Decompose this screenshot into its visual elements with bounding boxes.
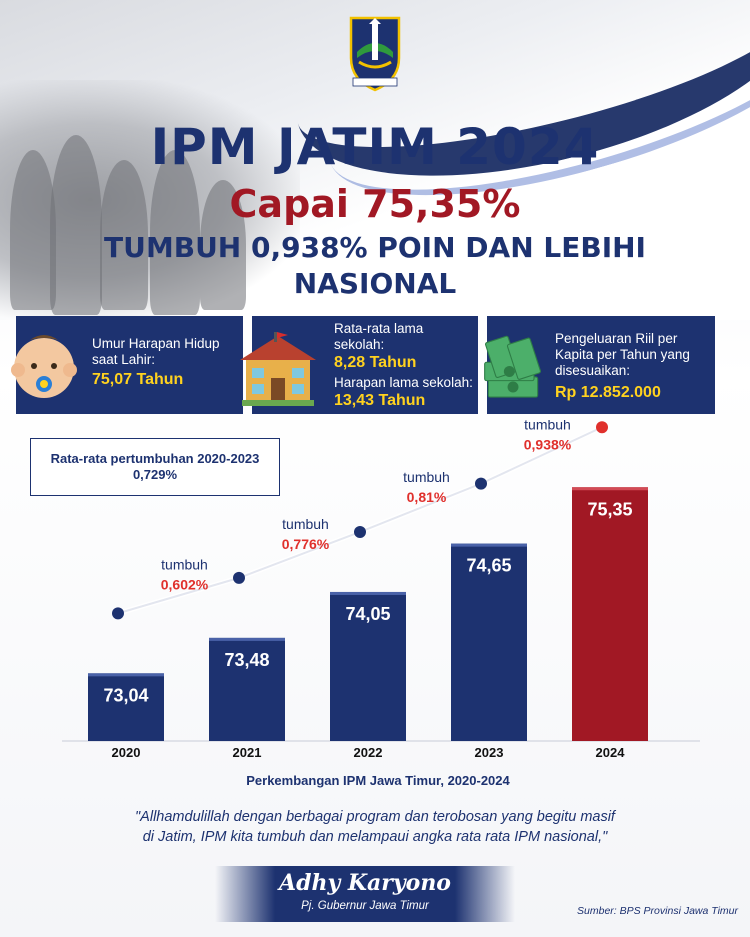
- x-tick-label-2022: 2022: [354, 745, 383, 760]
- trend-point-2022: [354, 525, 366, 538]
- ipm-bar-chart: 73,04 2020 73,48 2021 74,05 2022 74,65 2023 75,3…: [62, 420, 700, 788]
- signature-banner: [215, 866, 515, 922]
- expected-schooling-value: 13,43 Tahun: [334, 392, 426, 409]
- x-tick-label-2020: 2020: [112, 745, 141, 760]
- growth-label-2022: tumbuh: [282, 516, 329, 532]
- crowd-figure: [200, 180, 246, 310]
- life-expectancy-value: 75,07 Tahun: [92, 371, 184, 388]
- info-card-life-expectancy: Umur Harapan Hidup saat Lahir: 75,07 Tah…: [11, 316, 243, 414]
- bar-value-label-2022: 74,05: [345, 604, 390, 624]
- x-axis-caption: Perkembangan IPM Jawa Timur, 2020-2024: [246, 773, 510, 788]
- average-growth-label: Rata-rata pertumbuhan 2020-2023: [50, 451, 260, 466]
- x-tick-label-2024: 2024: [596, 745, 626, 760]
- quote-line-2: di Jatim, IPM kita tumbuh dan melampaui …: [142, 829, 608, 845]
- avg-schooling-label: Rata-rata lama sekolah:: [334, 321, 424, 352]
- bar-cap-2024: [572, 487, 648, 491]
- bar-cap-2020: [88, 673, 164, 677]
- crowd-figure: [50, 135, 102, 315]
- growth-value-2023: 0,81%: [407, 489, 447, 505]
- bar-cap-2021: [209, 637, 285, 641]
- bar-2021: [209, 637, 285, 741]
- signature-name: Adhy Karyono: [279, 870, 451, 896]
- signature-role: Pj. Gubernur Jawa Timur: [301, 900, 429, 912]
- bar-2024: [572, 487, 648, 741]
- expenditure-value: Rp 12.852.000: [555, 384, 661, 401]
- growth-value-2021: 0,602%: [161, 577, 209, 593]
- jatim-coat-of-arms-icon: [349, 16, 401, 92]
- average-growth-value: 0,729%: [132, 467, 178, 482]
- growth-label-2021: tumbuh: [161, 557, 208, 573]
- growth-label-2023: tumbuh: [403, 469, 450, 485]
- crowd-figure: [100, 160, 148, 310]
- x-tick-label-2023: 2023: [475, 745, 504, 760]
- bar-2022: [330, 591, 406, 741]
- avg-schooling-value: 8,28 Tahun: [334, 354, 417, 371]
- bar-value-label-2024: 75,35: [587, 499, 632, 519]
- money-stack-icon: [484, 335, 541, 398]
- source-note: Sumber: BPS Provinsi Jawa Timur: [577, 905, 738, 917]
- crowd-figure: [150, 150, 200, 315]
- growth-label-2024: tumbuh: [524, 420, 571, 432]
- trend-point-2023: [475, 477, 487, 490]
- trend-point-2020: [112, 607, 124, 620]
- bar-cap-2022: [330, 591, 406, 595]
- x-tick-label-2021: 2021: [233, 745, 262, 760]
- bar-2020: [88, 673, 164, 741]
- growth-value-2022: 0,776%: [282, 536, 330, 552]
- info-card-expenditure: Pengeluaran Riil per Kapita per Tahun ya…: [484, 316, 715, 414]
- headline-title: IPM JATIM 2024: [150, 118, 600, 176]
- expected-schooling-label: Harapan lama sekolah:: [334, 375, 473, 390]
- governor-quote: "Allhamdulillah dengan berbagai program …: [30, 807, 720, 847]
- bar-value-label-2023: 74,65: [466, 556, 511, 576]
- expenditure-label: Pengeluaran Riil per Kapita per Tahun ya…: [555, 331, 690, 378]
- average-growth-box: Rata-rata pertumbuhan 2020-2023 0,729%: [30, 438, 280, 496]
- crowd-figure: [10, 150, 56, 310]
- bar-value-label-2020: 73,04: [103, 685, 148, 705]
- info-card-schooling: Rata-rata lama sekolah: 8,28 Tahun Harap…: [240, 316, 478, 414]
- baby-face-icon: [11, 335, 77, 398]
- bar-cap-2023: [451, 543, 527, 547]
- bar-2023: [451, 543, 527, 741]
- growth-value-2024: 0,938%: [524, 436, 572, 452]
- headline-subtitle: Capai 75,35%: [229, 182, 521, 226]
- trend-point-2021: [233, 571, 245, 584]
- quote-line-1: "Allhamdulillah dengan berbagai program …: [135, 809, 615, 825]
- school-building-icon: [240, 332, 316, 406]
- bar-value-label-2021: 73,48: [224, 650, 269, 670]
- life-expectancy-label: Umur Harapan Hidup saat Lahir:: [92, 336, 220, 367]
- trend-point-2024: [596, 421, 608, 434]
- headline-tagline: TUMBUH 0,938% POIN DAN LEBIHI NASIONAL: [104, 231, 646, 300]
